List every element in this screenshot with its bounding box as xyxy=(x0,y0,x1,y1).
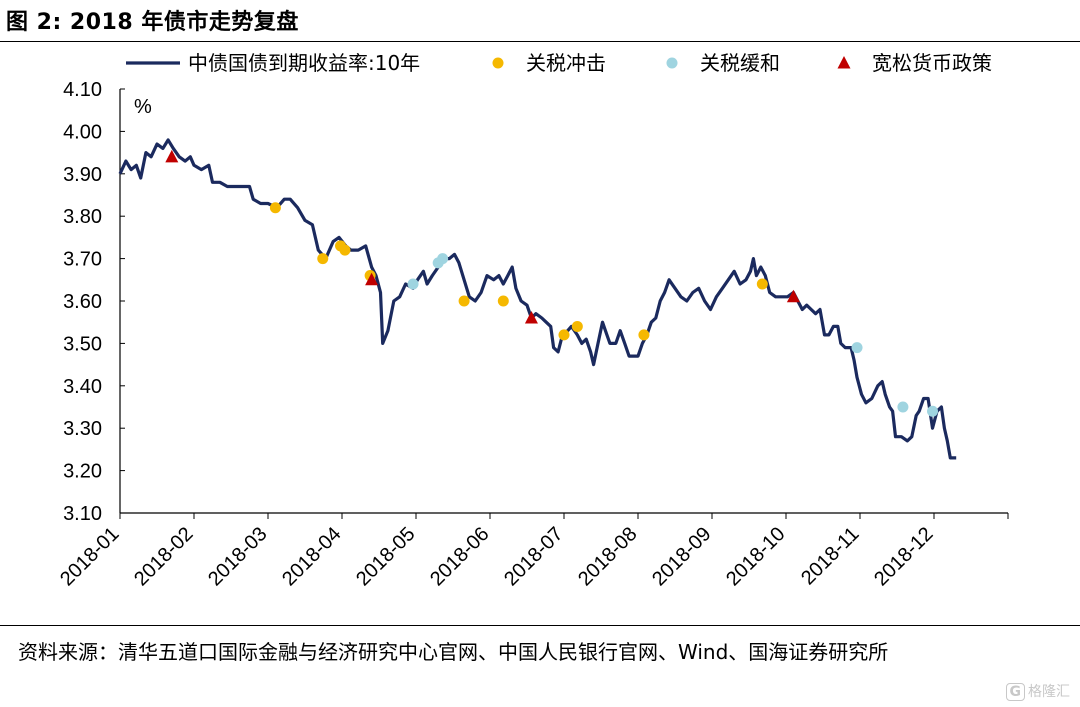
x-tick-label: 2018-05 xyxy=(352,523,419,590)
legend-dot-swatch xyxy=(492,57,504,69)
y-unit-label: % xyxy=(134,96,152,118)
series-line-10y-yield xyxy=(118,138,957,460)
x-tick-label: 2018-06 xyxy=(426,523,493,590)
y-tick-label: 3.90 xyxy=(63,164,102,186)
y-tick-label: 4.00 xyxy=(63,121,102,143)
x-tick-label: 2018-02 xyxy=(130,523,197,590)
marker-dot xyxy=(458,295,470,307)
x-tick-label: 2018-10 xyxy=(722,523,789,590)
marker-dot xyxy=(339,244,351,256)
marker-dot xyxy=(756,278,768,290)
x-tick-label: 2018-03 xyxy=(204,523,271,590)
marker-dot xyxy=(571,320,583,332)
x-tick-label: 2018-09 xyxy=(648,523,715,590)
marker-dot xyxy=(317,253,329,265)
legend-label: 关税缓和 xyxy=(700,51,780,75)
marker-dot xyxy=(437,253,449,265)
bottom-rule xyxy=(0,625,1080,626)
marker-dot xyxy=(897,401,909,413)
marker-dot xyxy=(638,329,650,341)
marker-dot xyxy=(497,295,509,307)
watermark-logo-icon: G xyxy=(1005,683,1025,701)
marker-dot xyxy=(407,278,419,290)
x-tick-label: 2018-07 xyxy=(500,523,567,590)
x-tick-label: 2018-01 xyxy=(56,523,123,590)
legend-label: 中债国债到期收益率:10年 xyxy=(188,51,420,75)
x-tick-label: 2018-12 xyxy=(870,523,937,590)
marker-triangle xyxy=(786,289,800,303)
watermark-text: 格隆汇 xyxy=(1028,684,1070,700)
plot-area xyxy=(118,138,957,460)
y-tick-label: 3.40 xyxy=(63,376,102,398)
y-tick-label: 3.50 xyxy=(63,333,102,355)
legend: 中债国债到期收益率:10年 关税冲击 关税缓和 宽松货币政策 xyxy=(126,51,992,75)
x-tick-label: 2018-08 xyxy=(574,523,641,590)
legend-label: 关税冲击 xyxy=(526,51,606,75)
marker-dot xyxy=(851,342,863,354)
marker-triangle xyxy=(165,149,179,163)
marker-triangle xyxy=(365,272,379,286)
x-tick-label: 2018-04 xyxy=(278,523,345,590)
marker-triangle xyxy=(524,310,538,324)
y-tick-label: 4.10 xyxy=(63,79,102,101)
source-note: 资料来源：清华五道口国际金融与经济研究中心官网、中国人民银行官网、Wind、国海… xyxy=(18,640,889,664)
marker-dot xyxy=(269,202,281,214)
y-tick-label: 3.10 xyxy=(63,503,102,525)
x-tick-label: 2018-11 xyxy=(797,523,863,589)
watermark: G 格隆汇 xyxy=(1005,681,1070,701)
y-tick-label: 3.70 xyxy=(63,249,102,271)
y-tick-label: 3.60 xyxy=(63,291,102,313)
line-chart: 中债国债到期收益率:10年 关税冲击 关税缓和 宽松货币政策 3.10 3.20 3.30… xyxy=(56,51,1009,590)
x-axis: 2018-01 2018-02 2018-03 2018-04 2018-05 2018-… xyxy=(56,512,1009,590)
y-tick-label: 3.80 xyxy=(63,206,102,228)
top-rule xyxy=(0,41,1080,42)
figure-title: 图 2: 2018 年债市走势复盘 xyxy=(6,10,299,35)
marker-dot xyxy=(558,329,570,341)
legend-triangle-swatch xyxy=(837,56,851,69)
y-axis: 3.10 3.20 3.30 3.40 3.50 3.60 3.70 3.80 3.90 4.00… xyxy=(63,79,125,525)
legend-label: 宽松货币政策 xyxy=(872,51,992,75)
y-tick-label: 3.20 xyxy=(63,461,102,483)
marker-dot xyxy=(927,405,939,417)
legend-dot-swatch xyxy=(666,57,678,69)
y-tick-label: 3.30 xyxy=(63,418,102,440)
